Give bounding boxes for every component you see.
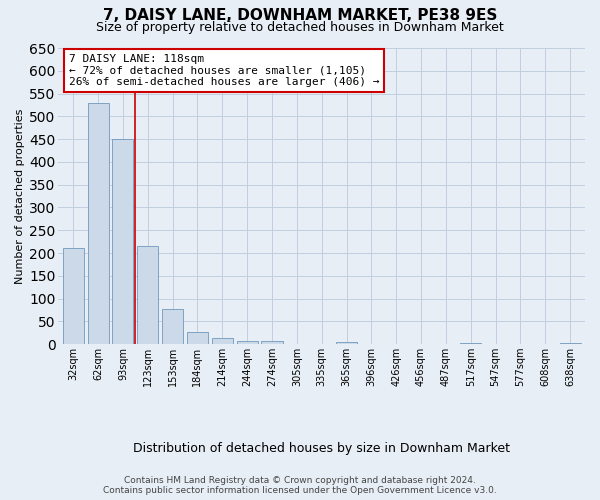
Text: 7 DAISY LANE: 118sqm
← 72% of detached houses are smaller (1,105)
26% of semi-de: 7 DAISY LANE: 118sqm ← 72% of detached h… [69,54,379,87]
Bar [88,102,109,344]
Bar [187,332,208,344]
Bar [236,340,257,344]
Bar [162,308,183,344]
X-axis label: Distribution of detached houses by size in Downham Market: Distribution of detached houses by size … [133,442,510,455]
Bar [137,246,158,344]
Text: 7, DAISY LANE, DOWNHAM MARKET, PE38 9ES: 7, DAISY LANE, DOWNHAM MARKET, PE38 9ES [103,8,497,22]
Y-axis label: Number of detached properties: Number of detached properties [15,108,25,284]
Bar [62,248,84,344]
Text: Contains HM Land Registry data © Crown copyright and database right 2024.
Contai: Contains HM Land Registry data © Crown c… [103,476,497,495]
Bar [336,342,357,344]
Bar [262,342,283,344]
Text: Size of property relative to detached houses in Downham Market: Size of property relative to detached ho… [96,21,504,34]
Bar [112,139,133,344]
Bar [212,338,233,344]
